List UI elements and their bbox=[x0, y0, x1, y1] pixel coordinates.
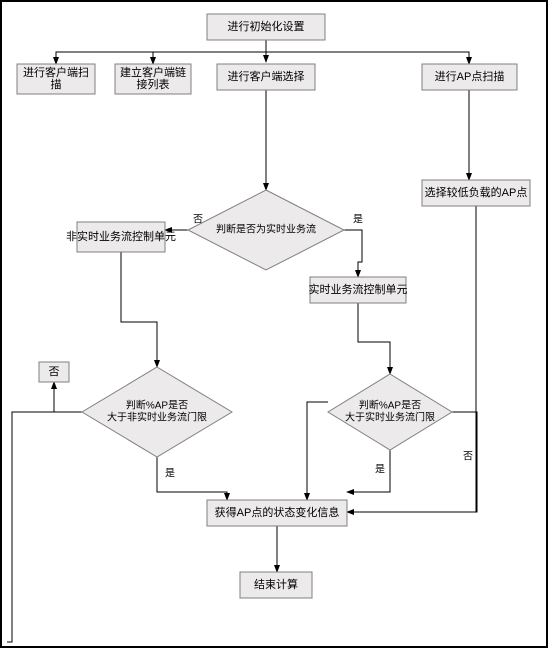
node-label-sel_low: 选择较低负载的AP点 bbox=[425, 185, 528, 199]
edge bbox=[307, 402, 328, 500]
node-label-nrt_unit: 非实时业务流控制单元 bbox=[66, 229, 176, 243]
node-label-d_nrt: 判断%AP是否 bbox=[126, 399, 188, 412]
edge bbox=[54, 382, 82, 412]
edge-label: 是 bbox=[165, 468, 175, 480]
node-label-sel_cli: 进行客户端选择 bbox=[228, 69, 305, 83]
edge-label: 是 bbox=[375, 464, 385, 476]
node-label-scan_ap: 进行AP点扫描 bbox=[435, 69, 505, 83]
node-label-scan_cli: 进行客户端扫 bbox=[23, 65, 89, 79]
edge bbox=[7, 412, 82, 642]
edge bbox=[347, 206, 476, 512]
node-label-init: 进行初始化设置 bbox=[228, 19, 305, 33]
node-label-d_rt: 判断是否为实时业务流 bbox=[216, 223, 316, 236]
edge-label: 否 bbox=[463, 451, 473, 463]
node-label-build_list: 建立客户端链 bbox=[120, 65, 186, 79]
node-label-d_nrt: 大于非实时业务流门限 bbox=[107, 411, 207, 424]
edge bbox=[266, 40, 469, 64]
node-label-d_rt2: 判断%AP是否 bbox=[359, 399, 421, 412]
node-label-d_rt2: 大于实时业务流门限 bbox=[345, 411, 435, 424]
edge-label: 是 bbox=[353, 214, 363, 226]
node-label-build_list: 接列表 bbox=[137, 77, 170, 91]
edge bbox=[121, 252, 157, 367]
edge bbox=[153, 40, 266, 64]
node-label-no_box: 否 bbox=[49, 366, 60, 378]
edge bbox=[344, 230, 362, 277]
node-label-rt_unit: 实时业务流控制单元 bbox=[309, 282, 408, 296]
edge bbox=[358, 303, 390, 374]
node-label-end: 结束计算 bbox=[254, 577, 298, 591]
node-label-get_info: 获得AP点的状态变化信息 bbox=[215, 505, 340, 519]
node-label-scan_cli: 描 bbox=[51, 77, 62, 91]
